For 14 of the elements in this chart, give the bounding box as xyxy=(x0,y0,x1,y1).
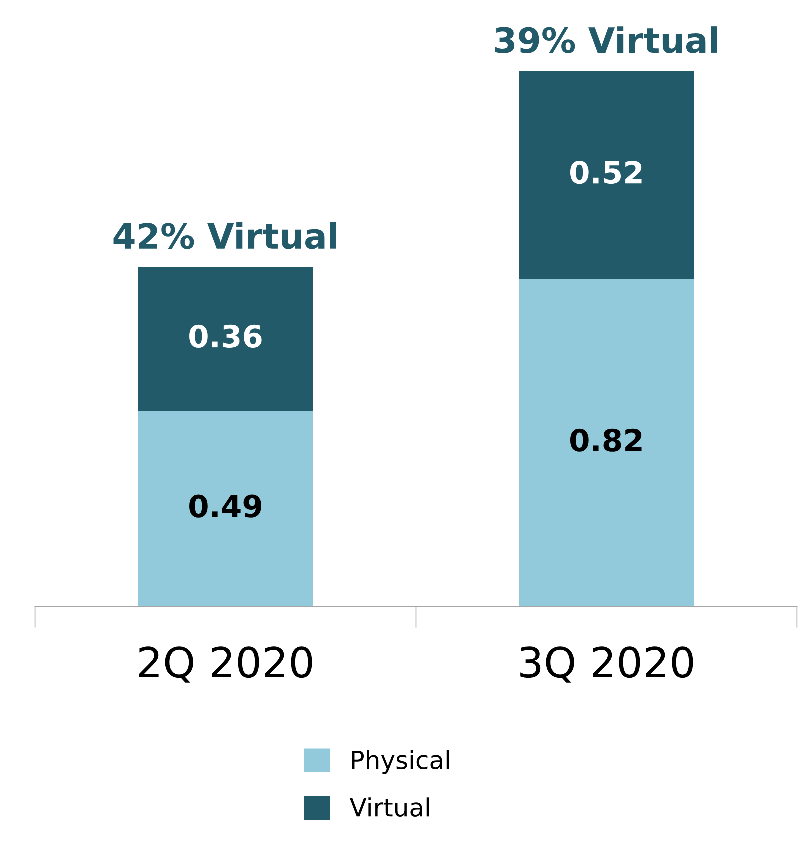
legend-label: Physical xyxy=(352,750,450,774)
data-label: 0.49 xyxy=(190,494,262,518)
annotation: 39% Virtual xyxy=(495,26,718,54)
bar xyxy=(138,411,314,607)
legend-label: Virtual xyxy=(350,798,430,818)
x-tick-label: 3Q 2020 xyxy=(520,646,694,683)
bar xyxy=(519,279,694,607)
data-label: 0.36 xyxy=(190,324,262,348)
annotation: 42% Virtual xyxy=(114,222,336,250)
bar xyxy=(519,71,694,280)
bar xyxy=(138,267,314,412)
data-label: 0.52 xyxy=(570,160,642,184)
data-label: 0.82 xyxy=(570,428,642,452)
x-tick-label: 2Q 2020 xyxy=(140,646,312,683)
